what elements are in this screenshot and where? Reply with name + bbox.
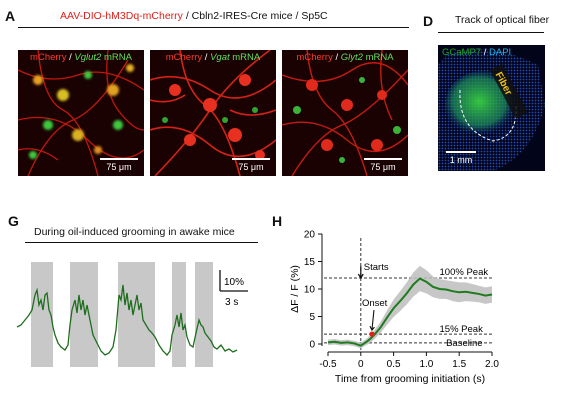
x-axis-label: Time from grooming initiation (s) <box>335 373 485 385</box>
label-gene: Vgat <box>210 52 230 63</box>
scale-bar-label: 75 μm <box>370 162 396 172</box>
scale-x-label: 3 s <box>225 297 238 308</box>
x-ticks: -0.5 0 0.5 1.0 1.5 2.0 <box>319 352 499 370</box>
scale-bar: 75 μm <box>232 158 270 172</box>
annotations: Starts 100% Peak 15% Peak Baseline Onset <box>357 262 489 349</box>
brain-stain-label: GCaMP7 / DAPI <box>442 47 511 58</box>
label-mrna: mRNA <box>101 52 132 63</box>
y-ticks: 0 5 10 15 20 <box>304 230 322 351</box>
label-mcherry: mCherry <box>296 52 333 63</box>
y-axis-label: ΔF / F (%) <box>289 265 301 313</box>
onset-arrow <box>369 310 375 332</box>
label-gene: Vglut2 <box>74 52 102 63</box>
scale-bars: 10% 3 s <box>219 270 248 308</box>
panel-d-rule <box>438 32 544 33</box>
label-sep: / <box>332 52 341 63</box>
panel-letter-a: A <box>5 8 16 24</box>
calcium-trace <box>16 284 238 356</box>
label-mcherry: mCherry <box>30 52 67 63</box>
label-sep: / <box>66 52 75 63</box>
starts-label: Starts <box>364 262 389 273</box>
x-tick-label: 0 <box>358 359 364 370</box>
x-tick-label: 1.5 <box>452 359 466 370</box>
peak-chart: 0 5 10 15 20 -0.5 0 0.5 1.0 1.5 2.0 ΔF / F (%) Ti… <box>289 230 499 386</box>
y-tick-label: 10 <box>304 285 316 296</box>
label-sep: / <box>202 52 211 63</box>
panel-g-title: During oil-induced grooming in awake mic… <box>34 226 235 238</box>
panel-a-rule <box>18 27 409 28</box>
grooming-epoch <box>70 262 98 367</box>
sem-band <box>328 265 492 349</box>
grooming-epoch <box>195 262 213 367</box>
grooming-epoch <box>118 262 155 367</box>
scale-bar: 75 μm <box>100 158 138 172</box>
starts-arrow <box>357 266 364 280</box>
x-tick-label: -0.5 <box>319 359 337 370</box>
brain-section-svg: Fiber <box>438 49 545 171</box>
onset-marker <box>369 331 375 337</box>
micrograph-vglut2-label: mCherry / Vglut2 mRNA <box>18 52 144 63</box>
panel-letter-g: G <box>8 213 19 229</box>
micrograph-vgat-label: mCherry / Vgat mRNA <box>150 52 276 63</box>
peak-100-label: 100% Peak <box>440 267 489 278</box>
label-dapi: DAPI <box>489 47 512 58</box>
label-gene: Glyt2 <box>340 52 363 63</box>
label-mcherry: mCherry <box>165 52 203 63</box>
scale-bar-label: 75 μm <box>238 162 264 172</box>
baseline-label: Baseline <box>446 338 482 349</box>
micrograph-glyt2: mCherry / Glyt2 mRNA 75 μm <box>282 50 408 176</box>
grooming-trace-plot: 10% 3 s <box>16 262 248 367</box>
x-tick-label: 2.0 <box>485 359 499 370</box>
grooming-epoch <box>172 262 186 367</box>
micrograph-vgat: mCherry / Vgat mRNA 75 μm <box>150 50 276 176</box>
panel-g-rule <box>25 242 258 243</box>
panel-a-title-construct: AAV-DIO-hM3Dq-mCherry <box>60 10 183 22</box>
micrograph-vglut2-image <box>18 50 144 176</box>
panel-a-title: AAV-DIO-hM3Dq-mCherry / Cbln2-IRES-Cre m… <box>60 10 328 22</box>
peak-15-label: 15% Peak <box>440 324 484 335</box>
micrograph-vgat-image <box>150 50 276 176</box>
micrograph-glyt2-image <box>282 50 408 176</box>
y-tick-label: 15 <box>304 257 316 268</box>
onset-label: Onset <box>362 298 388 309</box>
x-tick-label: 0.5 <box>387 359 401 370</box>
micrograph-glyt2-label: mCherry / Glyt2 mRNA <box>282 52 408 63</box>
panel-a-title-rest: / Cbln2-IRES-Cre mice / Sp5C <box>182 10 328 22</box>
grooming-epoch <box>31 262 53 367</box>
label-gcamp7: GCaMP7 <box>442 47 482 58</box>
label-mrna: mRNA <box>362 52 394 63</box>
label-mrna: mRNA <box>229 52 261 63</box>
panel-letter-h: H <box>272 213 283 229</box>
scale-bar: 1 mm <box>446 151 476 165</box>
peak-chart-axes: 0 5 10 15 20 -0.5 0 0.5 1.0 1.5 2.0 ΔF / F (%) Ti… <box>289 230 499 386</box>
grooming-epochs <box>31 262 213 367</box>
scale-y-label: 10% <box>224 277 244 288</box>
scale-bar-label: 1 mm <box>449 155 473 165</box>
micrograph-vglut2: mCherry / Vglut2 mRNA 75 μm <box>18 50 144 176</box>
mean-trace <box>327 277 493 347</box>
label-sep: / <box>481 47 489 58</box>
panel-d-title: Track of optical fiber <box>455 14 550 26</box>
y-tick-label: 20 <box>304 230 316 241</box>
scale-bar-label: 75 μm <box>106 162 132 172</box>
y-tick-label: 0 <box>309 340 315 351</box>
y-tick-label: 5 <box>309 312 315 323</box>
brain-section-image: Fiber GCaMP7 / DAPI 1 mm <box>438 45 545 171</box>
panel-letter-d: D <box>423 13 434 29</box>
x-tick-label: 1.0 <box>419 359 433 370</box>
scale-bar: 75 μm <box>364 158 402 172</box>
